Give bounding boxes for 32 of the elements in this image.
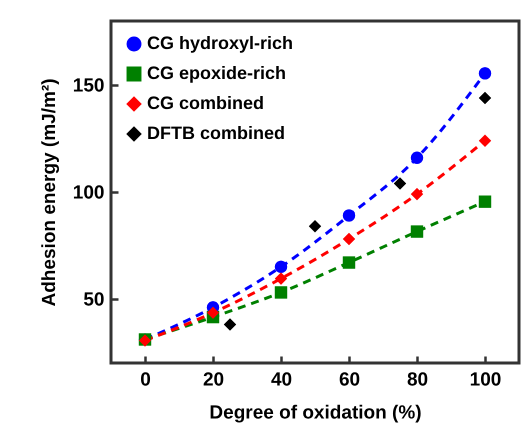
x-tick-label: 100 <box>470 370 502 390</box>
point <box>342 232 356 246</box>
point <box>342 209 356 222</box>
point <box>410 188 424 200</box>
x-tick-label: 20 <box>202 370 224 390</box>
point <box>274 286 288 299</box>
x-tick-label: 60 <box>338 370 360 390</box>
point <box>394 177 406 190</box>
legend-label: CG combined <box>147 93 264 113</box>
x-tick-label: 40 <box>270 370 292 390</box>
x-tick-label: 80 <box>406 370 428 390</box>
point <box>410 152 424 164</box>
point <box>478 134 492 147</box>
point <box>478 92 492 104</box>
y-axis-title: Adhesion energy (mJ/m²) <box>38 78 60 307</box>
point <box>206 306 220 319</box>
y-tick-label: 100 <box>72 182 104 204</box>
point <box>342 256 356 269</box>
point <box>478 195 492 208</box>
x-tick-label: 0 <box>140 370 151 390</box>
legend-label: CG hydroxyl-rich <box>147 33 294 53</box>
legend-label: CG epoxide-rich <box>147 63 286 83</box>
legend-label: DFTB combined <box>147 123 285 143</box>
point <box>410 225 424 238</box>
x-axis-title: Degree of oxidation (%) <box>209 402 422 424</box>
y-tick-label: 150 <box>72 76 104 97</box>
y-tick-label: 50 <box>83 289 104 310</box>
point <box>224 318 236 331</box>
point <box>478 67 492 80</box>
point <box>274 272 288 285</box>
point <box>308 220 322 232</box>
point <box>274 260 288 273</box>
